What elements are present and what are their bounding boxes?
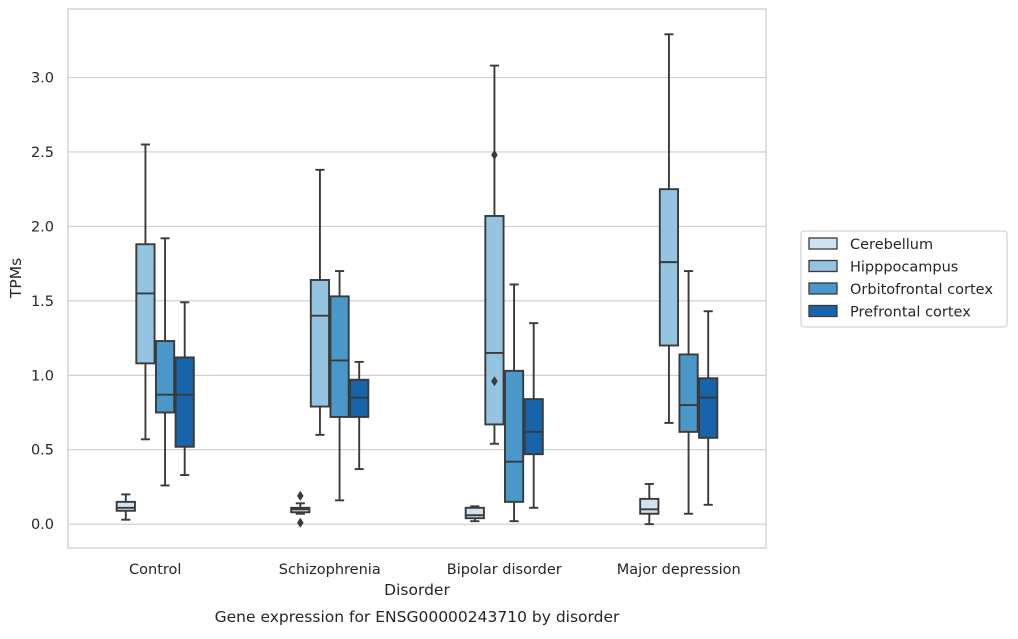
box-series [115, 33, 719, 528]
box-1-0 [135, 143, 156, 441]
outlier-point [297, 490, 304, 501]
legend-entry: Prefrontal cortex [850, 305, 971, 321]
y-tick-labels: 0.0 0.5 1.0 1.5 2.0 2.5 3.0 [31, 70, 54, 533]
box-0-1 [290, 490, 311, 528]
box-0-3 [639, 483, 660, 526]
legend-frame [800, 230, 1008, 328]
box-3-3 [698, 310, 719, 506]
box-iqr [523, 398, 544, 456]
legend-entry: Cerebellum [850, 237, 933, 253]
x-tick-labels: Control Schizophrenia Bipolar disorder Majo… [129, 562, 741, 578]
y-axis-label: TPMs [7, 258, 25, 299]
x-tick-label: Bipolar disorder [447, 562, 562, 578]
plot-frame [67, 8, 767, 549]
legend-entry: Hipppocampus [850, 260, 958, 276]
legend-swatch [808, 237, 838, 250]
x-tick-label: Schizophrenia [279, 562, 381, 578]
box-0-0 [115, 493, 136, 521]
box-iqr [698, 377, 719, 439]
box-2-1 [329, 270, 350, 502]
y-tick-label: 3.0 [31, 70, 54, 86]
box-iqr [115, 500, 136, 512]
box-3-1 [349, 360, 370, 471]
box-iqr [135, 243, 156, 365]
box-3-2 [523, 322, 544, 509]
outlier-point [297, 517, 304, 528]
box-3-0 [174, 301, 195, 476]
box-iqr [503, 369, 525, 503]
box-iqr [154, 340, 176, 414]
legend-entry: Orbitofrontal cortex [850, 282, 993, 298]
legend-swatch [808, 304, 838, 318]
y-tick-label: 1.0 [31, 368, 54, 384]
box-2-0 [154, 237, 176, 487]
box-1-2 [484, 64, 505, 445]
outlier-point [491, 376, 498, 387]
box-1-3 [658, 33, 680, 424]
y-tick-label: 0.0 [31, 517, 54, 533]
y-tick-label: 2.0 [31, 219, 54, 235]
y-tick-label: 1.5 [31, 294, 54, 310]
x-tick-label: Control [129, 562, 181, 578]
y-tick-label: 2.5 [31, 145, 54, 161]
x-axis-label: Disorder [384, 581, 450, 599]
box-iqr [174, 356, 195, 448]
legend: Cerebellum Hipppocampus Orbitofrontal cort… [800, 230, 1008, 328]
box-iqr [329, 295, 350, 418]
box-2-2 [503, 283, 525, 523]
box-iqr [484, 215, 505, 426]
box-2-3 [678, 270, 699, 515]
box-iqr [678, 353, 699, 433]
legend-swatch [808, 282, 838, 295]
box-1-1 [309, 168, 331, 436]
chart-title: Gene expression for ENSG00000243710 by d… [215, 608, 620, 626]
box-iqr [658, 188, 680, 347]
box-0-2 [464, 505, 485, 523]
legend-swatch [808, 259, 838, 273]
box-iqr [464, 506, 485, 520]
y-tick-label: 0.5 [31, 443, 54, 459]
box-iqr [309, 279, 331, 408]
outlier-point [491, 149, 498, 160]
x-tick-label: Major depression [617, 562, 741, 578]
box-iqr [639, 497, 660, 515]
